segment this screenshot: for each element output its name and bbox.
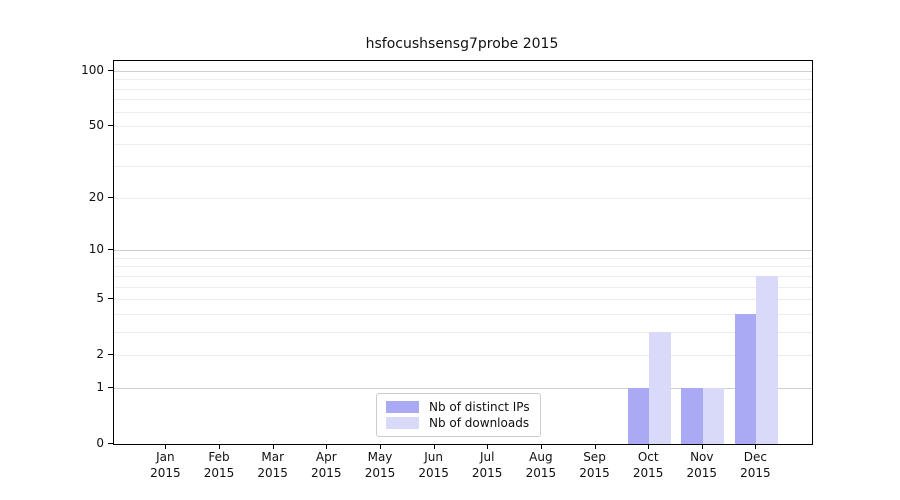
- x-tick-month: Jan: [156, 450, 175, 464]
- legend-row-0: Nb of distinct IPs: [386, 399, 530, 415]
- gridline-20: [114, 197, 812, 199]
- x-tick-month: Jul: [479, 450, 495, 464]
- x-tick-month: Feb: [208, 450, 230, 464]
- x-tick-year: 2015: [418, 466, 449, 480]
- x-tick-mark-jul: [487, 444, 489, 449]
- y-tick-mark-50: [108, 125, 113, 126]
- x-tick-label-feb: Feb 2015: [187, 449, 251, 481]
- bar-distinct-ips-nov: [681, 387, 703, 444]
- gridline-1: [114, 387, 812, 389]
- bar-downloads-dec: [756, 275, 778, 444]
- legend: Nb of distinct IPs Nb of downloads: [376, 393, 541, 437]
- x-tick-month: May: [367, 450, 393, 464]
- bar-downloads-oct: [649, 331, 671, 444]
- x-tick-mark-feb: [219, 444, 220, 449]
- plot-area: [113, 60, 813, 445]
- x-tick-month: Aug: [529, 450, 553, 464]
- x-tick-label-may: May 2015: [348, 449, 412, 481]
- gridline-3: [114, 331, 812, 333]
- gridline-80: [114, 88, 812, 90]
- chart-title: hsfocushsensg7probe 2015: [365, 36, 559, 52]
- x-tick-label-apr: Apr 2015: [294, 449, 358, 481]
- x-tick-mark-jan: [165, 444, 167, 449]
- gridline-5: [114, 299, 812, 301]
- gridline-4: [114, 313, 812, 315]
- x-tick-mark-aug: [540, 444, 542, 449]
- x-tick-year: 2015: [471, 466, 503, 480]
- gridline-90: [114, 79, 812, 81]
- gridline-100: [114, 70, 812, 72]
- y-tick-label-50: 50: [88, 118, 104, 132]
- x-tick-month: Sep: [583, 450, 606, 464]
- y-tick-label-100: 100: [81, 62, 104, 77]
- x-tick-label-jan: Jan 2015: [133, 449, 197, 481]
- y-tick-mark-2: [108, 354, 113, 356]
- x-tick-mark-nov: [701, 444, 703, 449]
- y-tick-label-2: 2: [96, 347, 104, 362]
- x-tick-year: 2015: [686, 466, 718, 480]
- x-tick-mark-mar: [272, 444, 274, 449]
- gridline-70: [114, 99, 812, 101]
- gridline-6: [114, 286, 812, 288]
- legend-swatch-0: [386, 401, 419, 413]
- gridline-9: [114, 257, 812, 259]
- x-tick-year: 2015: [364, 466, 396, 480]
- legend-row-1: Nb of downloads: [386, 415, 530, 431]
- x-tick-label-jun: Jun 2015: [402, 449, 466, 481]
- legend-swatch-1: [386, 417, 419, 429]
- x-tick-year: 2015: [311, 466, 342, 480]
- x-tick-year: 2015: [579, 466, 610, 480]
- y-tick-label-1: 1: [96, 379, 104, 394]
- gridline-10: [114, 250, 812, 252]
- gridline-40: [114, 143, 812, 145]
- y-tick-mark-20: [108, 196, 113, 198]
- x-tick-mark-may: [380, 444, 381, 449]
- y-tick-label-10: 10: [88, 242, 104, 257]
- y-tick-label-0: 0: [96, 436, 104, 450]
- y-tick-label-5: 5: [96, 291, 104, 306]
- x-tick-label-mar: Mar 2015: [241, 449, 305, 481]
- x-tick-mark-sep: [594, 444, 596, 449]
- x-tick-year: 2015: [257, 466, 288, 480]
- x-tick-year: 2015: [150, 466, 181, 480]
- x-tick-year: 2015: [203, 466, 235, 480]
- gridline-30: [114, 166, 812, 168]
- x-tick-year: 2015: [632, 466, 664, 480]
- y-tick-mark-0: [108, 443, 113, 444]
- x-tick-label-jul: Jul 2015: [455, 449, 519, 481]
- gridline-60: [114, 111, 812, 113]
- x-tick-month: Dec: [743, 450, 767, 464]
- x-tick-year: 2015: [740, 466, 771, 480]
- bar-distinct-ips-dec: [734, 313, 757, 444]
- x-tick-label-dec: Dec 2015: [723, 449, 787, 481]
- x-tick-mark-apr: [326, 444, 328, 449]
- x-tick-month: Jun: [424, 450, 443, 464]
- x-tick-mark-jun: [433, 444, 435, 449]
- x-tick-label-oct: Oct 2015: [616, 449, 680, 481]
- legend-label-0: Nb of distinct IPs: [429, 400, 530, 414]
- x-tick-month: Nov: [690, 450, 714, 464]
- gridline-50: [114, 126, 812, 127]
- gridline-2: [114, 355, 812, 357]
- x-tick-label-aug: Aug 2015: [509, 449, 573, 481]
- bar-downloads-nov: [702, 387, 725, 444]
- legend-label-1: Nb of downloads: [429, 416, 530, 430]
- x-tick-mark-oct: [648, 444, 650, 449]
- x-tick-label-sep: Sep 2015: [563, 449, 627, 481]
- x-tick-month: Oct: [637, 450, 659, 464]
- bar-distinct-ips-oct: [627, 387, 650, 444]
- y-tick-mark-5: [108, 298, 113, 300]
- gridline-7: [114, 275, 812, 277]
- x-tick-month: Mar: [261, 450, 284, 464]
- y-tick-mark-100: [108, 69, 113, 71]
- y-tick-mark-10: [108, 249, 113, 251]
- x-tick-mark-dec: [755, 444, 757, 449]
- y-tick-label-20: 20: [88, 189, 104, 204]
- x-tick-label-nov: Nov 2015: [670, 449, 734, 481]
- x-tick-month: Apr: [315, 450, 337, 464]
- y-tick-mark-1: [108, 386, 113, 388]
- x-tick-year: 2015: [525, 466, 557, 480]
- gridline-8: [114, 266, 812, 268]
